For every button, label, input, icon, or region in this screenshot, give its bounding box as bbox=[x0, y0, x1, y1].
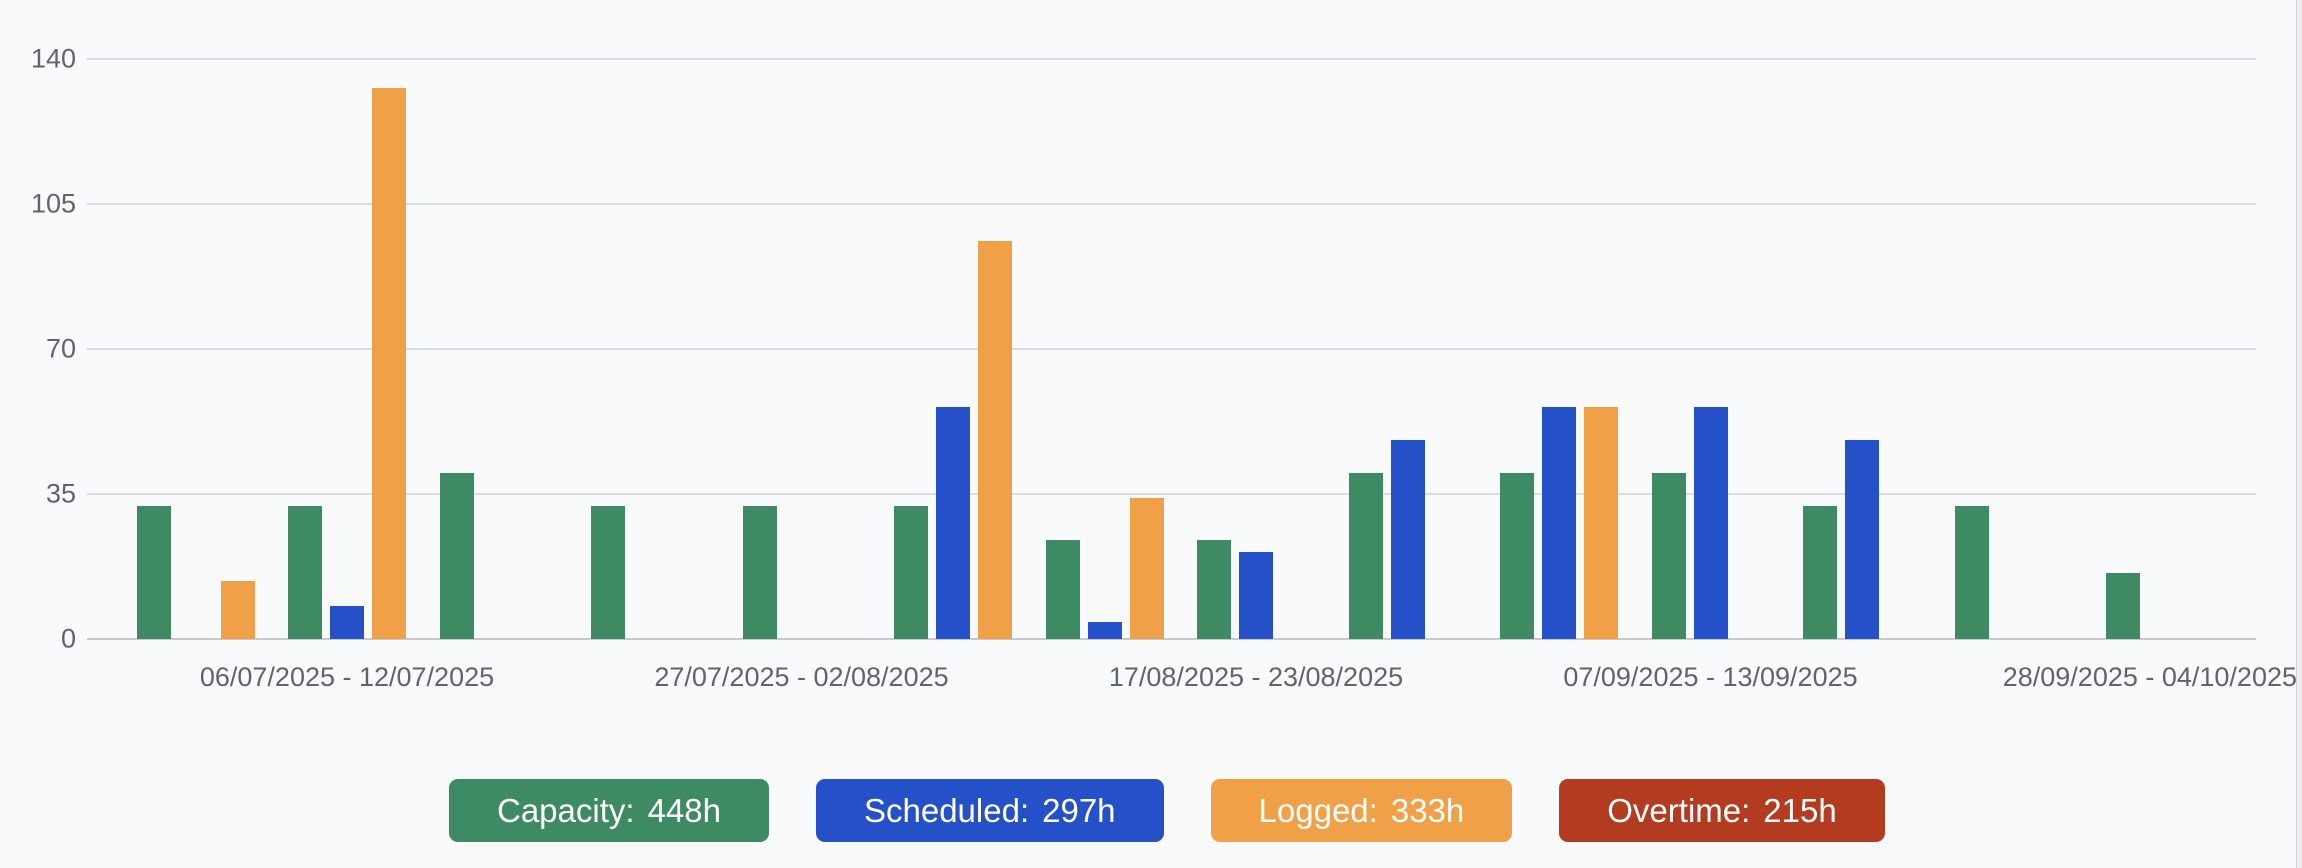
logged-bar bbox=[978, 241, 1012, 639]
capacity-bar bbox=[440, 473, 474, 639]
x-axis-label: 28/09/2025 - 04/10/2025 bbox=[2002, 662, 2297, 692]
x-axis-label: 06/07/2025 - 12/07/2025 bbox=[199, 662, 495, 692]
capacity-bar bbox=[1500, 473, 1534, 639]
gridline bbox=[87, 203, 2256, 205]
legend-scheduled-button[interactable]: Scheduled: 297h bbox=[815, 779, 1164, 842]
scheduled-bar bbox=[1391, 440, 1425, 639]
legend-capacity-button[interactable]: Capacity: 448h bbox=[449, 779, 769, 842]
capacity-bar bbox=[743, 506, 777, 639]
legend-scheduled-value: 297h bbox=[1042, 791, 1116, 829]
x-axis-label: 17/08/2025 - 23/08/2025 bbox=[1108, 662, 1404, 692]
gridline bbox=[87, 638, 2256, 640]
capacity-bar bbox=[1652, 473, 1686, 639]
legend-scheduled-label: Scheduled: bbox=[863, 791, 1030, 829]
x-axis-label: 07/09/2025 - 13/09/2025 bbox=[1563, 662, 1858, 692]
scheduled-bar bbox=[330, 606, 364, 639]
legend-overtime-value: 215h bbox=[1763, 791, 1837, 829]
capacity-bar bbox=[1349, 473, 1383, 639]
logged-bar bbox=[372, 88, 406, 639]
y-axis-tick-label: 140 bbox=[30, 43, 76, 74]
capacity-bar bbox=[288, 506, 322, 639]
gridline bbox=[87, 58, 2256, 60]
y-axis-tick-label: 0 bbox=[60, 623, 76, 654]
legend-capacity-value: 448h bbox=[647, 791, 721, 829]
y-axis-tick-label: 70 bbox=[45, 333, 76, 364]
x-axis-label: 27/07/2025 - 02/08/2025 bbox=[654, 662, 949, 692]
capacity-bar bbox=[894, 506, 928, 639]
scheduled-bar bbox=[1694, 407, 1728, 639]
scheduled-bar bbox=[1239, 552, 1273, 639]
logged-bar bbox=[221, 581, 255, 639]
legend-logged-label: Logged: bbox=[1258, 791, 1378, 829]
legend-overtime-label: Overtime: bbox=[1607, 791, 1751, 829]
capacity-bar bbox=[1803, 506, 1837, 639]
scheduled-bar bbox=[1845, 440, 1879, 639]
legend-capacity-label: Capacity: bbox=[497, 791, 635, 829]
right-edge-scrollbar[interactable] bbox=[2296, 0, 2302, 868]
capacity-bar bbox=[2106, 573, 2140, 639]
y-axis-tick-label: 105 bbox=[30, 188, 76, 219]
capacity-bar bbox=[1955, 506, 1989, 639]
logged-bar bbox=[1130, 498, 1164, 639]
chart-legend: Capacity: 448h Scheduled: 297h Logged: 3… bbox=[449, 779, 1885, 842]
gridline bbox=[87, 348, 2256, 350]
scheduled-bar bbox=[936, 407, 970, 639]
y-axis-tick-label: 35 bbox=[45, 478, 76, 509]
scheduled-bar bbox=[1542, 407, 1576, 639]
logged-bar bbox=[1584, 407, 1618, 639]
scheduled-bar bbox=[1088, 622, 1122, 639]
legend-logged-value: 333h bbox=[1390, 791, 1465, 829]
legend-overtime-button[interactable]: Overtime: 215h bbox=[1559, 779, 1885, 842]
legend-logged-button[interactable]: Logged: 333h bbox=[1210, 779, 1513, 842]
capacity-bar bbox=[591, 506, 625, 639]
capacity-bar bbox=[1046, 540, 1080, 639]
gridline bbox=[87, 493, 2256, 495]
capacity-bar bbox=[1197, 540, 1231, 639]
capacity-bar bbox=[137, 506, 171, 639]
